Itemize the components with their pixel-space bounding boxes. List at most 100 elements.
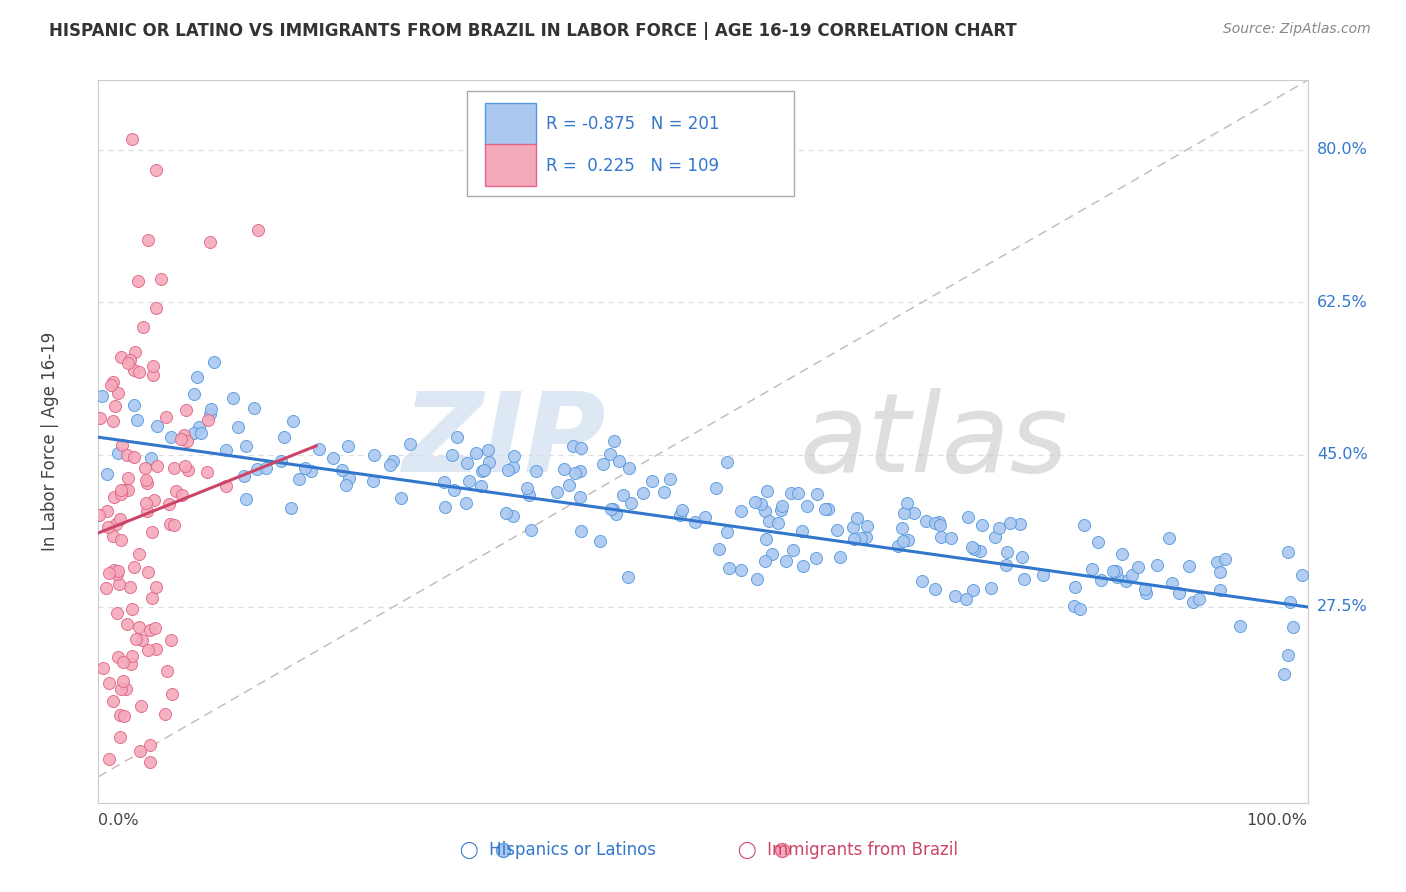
- Point: [988, 521, 1011, 535]
- Point: [122, 560, 145, 574]
- Point: [190, 425, 212, 440]
- Point: [612, 488, 634, 502]
- Point: [769, 503, 792, 517]
- Point: [1146, 558, 1168, 572]
- Point: [143, 621, 166, 635]
- Point: [222, 392, 245, 406]
- Point: [136, 504, 159, 518]
- Point: [398, 437, 420, 451]
- Text: 0.0%: 0.0%: [98, 814, 139, 829]
- Point: [170, 432, 193, 446]
- Point: [136, 233, 159, 247]
- Point: [465, 446, 488, 460]
- FancyBboxPatch shape: [485, 144, 536, 186]
- Point: [157, 497, 180, 511]
- Point: [962, 583, 984, 598]
- Point: [108, 730, 131, 744]
- Point: [756, 483, 779, 498]
- Point: [145, 642, 167, 657]
- Point: [143, 493, 166, 508]
- Point: [103, 694, 125, 708]
- Point: [389, 491, 412, 505]
- Point: [96, 504, 118, 518]
- Point: [135, 473, 157, 487]
- Point: [142, 368, 165, 382]
- Point: [887, 539, 910, 553]
- Point: [602, 502, 624, 516]
- Point: [288, 472, 311, 486]
- Point: [270, 453, 292, 467]
- Point: [775, 554, 797, 568]
- Point: [103, 563, 125, 577]
- Text: atlas: atlas: [800, 388, 1069, 495]
- Point: [235, 439, 257, 453]
- Point: [980, 581, 1002, 595]
- Point: [114, 681, 136, 696]
- Point: [108, 577, 131, 591]
- Point: [120, 657, 142, 672]
- Point: [704, 481, 727, 495]
- Point: [891, 534, 914, 549]
- Point: [924, 516, 946, 531]
- Point: [730, 504, 752, 518]
- Point: [174, 402, 197, 417]
- Point: [254, 461, 277, 475]
- Point: [519, 523, 541, 537]
- Point: [108, 512, 131, 526]
- Point: [98, 807, 121, 822]
- Point: [145, 301, 167, 315]
- Point: [747, 572, 769, 586]
- Point: [761, 547, 783, 561]
- Point: [502, 459, 524, 474]
- Point: [768, 516, 790, 531]
- Point: [730, 563, 752, 577]
- Point: [1206, 555, 1229, 569]
- Point: [146, 419, 169, 434]
- Point: [433, 500, 456, 515]
- FancyBboxPatch shape: [485, 103, 536, 145]
- Point: [915, 514, 938, 528]
- Point: [97, 519, 120, 533]
- Point: [110, 486, 132, 500]
- Text: 62.5%: 62.5%: [1317, 294, 1368, 310]
- Point: [755, 533, 778, 547]
- Point: [842, 519, 865, 533]
- Point: [135, 496, 157, 510]
- Point: [1282, 620, 1305, 634]
- Point: [546, 485, 568, 500]
- Point: [299, 464, 322, 478]
- Point: [524, 464, 547, 478]
- Point: [117, 356, 139, 370]
- Point: [779, 486, 801, 500]
- Point: [117, 616, 139, 631]
- Point: [478, 455, 501, 469]
- Point: [110, 483, 132, 498]
- Point: [172, 488, 194, 502]
- Point: [188, 419, 211, 434]
- Point: [243, 401, 266, 415]
- Point: [502, 449, 524, 463]
- Point: [939, 531, 962, 545]
- Point: [589, 534, 612, 549]
- Point: [685, 515, 707, 529]
- Point: [101, 375, 124, 389]
- Point: [121, 602, 143, 616]
- Point: [669, 508, 692, 522]
- Text: ◯  Hispanics or Latinos: ◯ Hispanics or Latinos: [460, 841, 657, 859]
- Point: [517, 488, 540, 502]
- Point: [107, 385, 129, 400]
- Point: [150, 271, 173, 285]
- Point: [1229, 619, 1251, 633]
- Point: [1105, 569, 1128, 583]
- Point: [97, 752, 120, 766]
- Point: [162, 517, 184, 532]
- Point: [294, 460, 316, 475]
- Point: [633, 485, 655, 500]
- Text: 100.0%: 100.0%: [1247, 814, 1308, 829]
- Point: [112, 709, 135, 723]
- Point: [1073, 517, 1095, 532]
- Point: [856, 519, 879, 533]
- Point: [363, 449, 385, 463]
- Point: [617, 461, 640, 475]
- Point: [122, 363, 145, 377]
